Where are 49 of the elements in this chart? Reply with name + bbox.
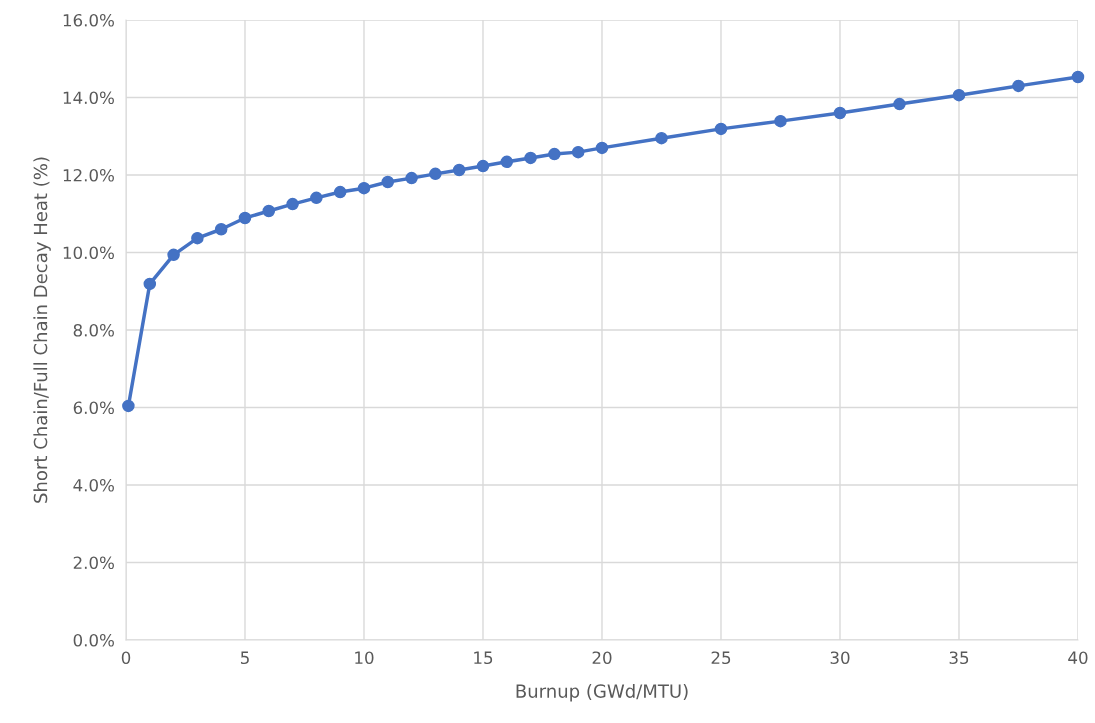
x-tick-label: 25: [711, 651, 731, 665]
y-tick-label: 6.0%: [73, 401, 114, 415]
point: [286, 197, 299, 211]
point: [500, 155, 514, 169]
y-axis-title: Short Chain/Full Chain Decay Heat (%): [33, 157, 51, 503]
x-tick-label: 10: [355, 651, 374, 665]
point: [476, 159, 490, 173]
y-tick-label: 0.0%: [73, 633, 114, 647]
point: [405, 171, 418, 185]
point: [714, 122, 728, 136]
point: [238, 211, 252, 225]
point: [548, 147, 561, 161]
point: [357, 181, 371, 195]
point: [167, 248, 180, 262]
x-tick-label: 20: [592, 651, 612, 665]
point: [310, 191, 323, 205]
point: [191, 231, 204, 245]
x-tick-label: 35: [949, 651, 969, 665]
point: [381, 175, 395, 189]
x-tick-label: 5: [240, 651, 249, 665]
y-tick-label: 10.0%: [63, 246, 114, 260]
y-tick-label: 14.0%: [63, 91, 114, 105]
x-tick-label: 15: [474, 651, 493, 665]
point: [214, 222, 228, 236]
y-tick-label: 8.0%: [73, 323, 114, 337]
x-tick-label: 40: [1068, 651, 1088, 665]
point: [524, 151, 537, 165]
point: [893, 97, 906, 111]
point: [1071, 70, 1085, 84]
point: [143, 277, 157, 291]
y-tick-label: 12.0%: [63, 168, 114, 182]
point: [333, 185, 347, 199]
x-tick-label: 0: [121, 651, 131, 665]
y-tick-label: 16.0%: [63, 13, 114, 27]
point: [429, 167, 442, 181]
point: [571, 145, 585, 159]
y-tick-label: 2.0%: [73, 556, 114, 570]
x-axis-title: Burnup (GWd/MTU): [516, 683, 688, 702]
point: [1012, 79, 1025, 93]
point: [833, 106, 847, 120]
point: [452, 163, 466, 177]
point: [952, 88, 966, 102]
point: [774, 114, 787, 128]
point: [655, 131, 668, 145]
point: [262, 204, 276, 218]
point: [122, 399, 135, 413]
y-tick-label: 4.0%: [73, 478, 114, 492]
x-tick-label: 30: [830, 651, 850, 665]
point: [595, 141, 609, 155]
